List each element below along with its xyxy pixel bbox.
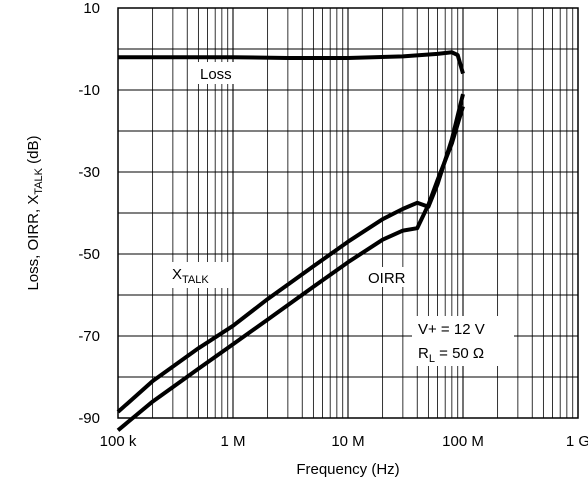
y-axis-label-sub: TALK [33, 167, 45, 194]
y-axis-label: Loss, OIRR, XTALK (dB) [25, 135, 45, 290]
x-tick-label: 1 M [220, 433, 245, 450]
series-lines [116, 50, 465, 432]
x-tick-label: 100 k [100, 433, 137, 450]
xtalk-label-sub: TALK [182, 274, 209, 286]
conditions-bg [412, 316, 514, 366]
loss-label-bg [196, 62, 254, 84]
condition-voltage: V+ = 12 V [418, 321, 485, 338]
oirr-label: OIRR [368, 270, 406, 287]
xtalk-label-main: X [172, 266, 182, 283]
oirr-label-bg [362, 267, 412, 287]
x-tick-label: 1 G [566, 433, 588, 450]
y-tick-label: -30 [78, 164, 100, 181]
x-tick-label: 100 M [442, 433, 484, 450]
tick-labels: 100 k 1 M 10 M 100 M 1 G 10 -10 -30 -50 -70 -90 [78, 0, 588, 450]
xtalk-label-bg [166, 262, 230, 288]
condition-load-rest: = 50 Ω [435, 345, 484, 362]
y-tick-label: -50 [78, 246, 100, 263]
series-line-loss [118, 50, 465, 75]
condition-load-sub: L [429, 353, 435, 365]
condition-load-main: R [418, 345, 429, 362]
condition-load: RL = 50 Ω [418, 345, 484, 365]
xtalk-label: XTALK [172, 266, 209, 286]
y-axis-label-unit: (dB) [25, 135, 42, 168]
x-tick-label: 10 M [331, 433, 364, 450]
y-tick-label: -70 [78, 328, 100, 345]
series-line-oirr [116, 105, 465, 432]
loss-label: Loss [200, 66, 232, 83]
y-axis-label-main: Loss, OIRR, X [25, 195, 42, 291]
y-tick-label: -10 [78, 82, 100, 99]
y-tick-label: -90 [78, 410, 100, 427]
series-line-xtalk [116, 93, 465, 414]
plot-frame [117, 7, 579, 419]
x-axis-label: Frequency (Hz) [296, 461, 399, 478]
y-tick-label: 10 [83, 0, 100, 17]
